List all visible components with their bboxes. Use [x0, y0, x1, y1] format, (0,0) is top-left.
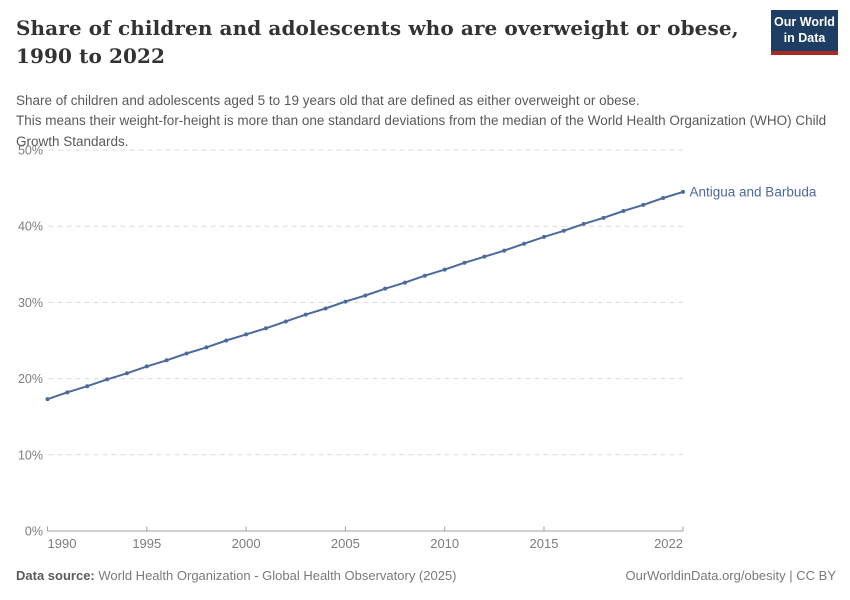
license-link[interactable]: OurWorldinData.org/obesity | CC BY — [625, 568, 837, 583]
data-point-marker[interactable] — [45, 397, 50, 402]
page-title: Share of children and adolescents who ar… — [16, 16, 739, 68]
x-tick-label-2022: 2022 — [654, 536, 683, 551]
chart-svg: 0% 10% 20% 30% 40% 50% 1990 1995 2000 2005 2010 201… — [18, 144, 817, 552]
x-tick-label-2010: 2010 — [430, 536, 459, 551]
data-point-marker[interactable] — [303, 312, 308, 317]
data-point-marker[interactable] — [244, 332, 249, 337]
data-point-marker[interactable] — [343, 299, 348, 304]
owid-logo-line2: in Data — [783, 31, 826, 46]
data-point-marker[interactable] — [105, 377, 110, 382]
x-tick-label-2015: 2015 — [530, 536, 559, 551]
data-point-marker[interactable] — [224, 338, 229, 343]
chart-area: 0% 10% 20% 30% 40% 50% 1990 1995 2000 2005 2010 201… — [0, 138, 850, 552]
y-tick-label-50: 50% — [18, 144, 43, 158]
data-point-marker[interactable] — [363, 293, 368, 298]
data-point-marker[interactable] — [621, 208, 626, 213]
data-point-marker[interactable] — [263, 326, 268, 331]
data-source-value: World Health Organization - Global Healt… — [94, 568, 457, 583]
data-point-marker[interactable] — [124, 371, 129, 376]
data-point-marker[interactable] — [581, 221, 586, 226]
data-point-marker[interactable] — [442, 267, 447, 272]
owid-logo[interactable]: Our World in Data — [771, 10, 838, 55]
y-tick-label-30: 30% — [18, 296, 43, 310]
data-point-marker[interactable] — [283, 319, 288, 324]
chart-subtitle: Share of children and adolescents aged 5… — [16, 91, 836, 152]
data-point-marker[interactable] — [65, 390, 70, 395]
data-point-marker[interactable] — [204, 345, 209, 350]
data-source: Data source: World Health Organization -… — [16, 568, 457, 583]
data-point-marker[interactable] — [422, 273, 427, 278]
data-point-marker[interactable] — [144, 364, 149, 369]
data-point-marker[interactable] — [661, 196, 666, 201]
owid-logo-line1: Our World — [774, 15, 835, 29]
y-tick-label-0: 0% — [25, 525, 43, 539]
x-tick-label-2000: 2000 — [232, 536, 261, 551]
data-point-marker[interactable] — [462, 260, 467, 265]
chart-subtitle-line1: Share of children and adolescents aged 5… — [16, 93, 640, 108]
data-point-marker[interactable] — [402, 280, 407, 285]
x-tick-label-1995: 1995 — [132, 536, 161, 551]
data-source-label: Data source: — [16, 568, 95, 583]
data-point-marker[interactable] — [164, 358, 169, 363]
x-tick-label-1990: 1990 — [48, 536, 77, 551]
y-tick-label-20: 20% — [18, 372, 43, 386]
data-point-marker[interactable] — [85, 384, 90, 389]
data-point-marker[interactable] — [502, 248, 507, 253]
chart-subtitle-line2: This means their weight-for-height is mo… — [16, 113, 827, 149]
data-point-marker[interactable] — [561, 228, 566, 233]
data-point-marker[interactable] — [323, 306, 328, 311]
data-point-marker[interactable] — [184, 351, 189, 356]
data-point-marker[interactable] — [641, 202, 646, 207]
chart-footer: Data source: World Health Organization -… — [16, 568, 836, 583]
data-point-marker[interactable] — [681, 189, 685, 194]
x-tick-label-2005: 2005 — [331, 536, 360, 551]
series-end-label[interactable]: Antigua and Barbuda — [690, 184, 817, 199]
data-point-marker[interactable] — [541, 234, 546, 239]
data-point-marker[interactable] — [383, 286, 388, 291]
y-tick-label-10: 10% — [18, 448, 43, 462]
data-point-marker[interactable] — [601, 215, 606, 220]
data-point-marker[interactable] — [482, 254, 487, 259]
y-tick-label-40: 40% — [18, 220, 43, 234]
data-point-marker[interactable] — [522, 241, 527, 246]
